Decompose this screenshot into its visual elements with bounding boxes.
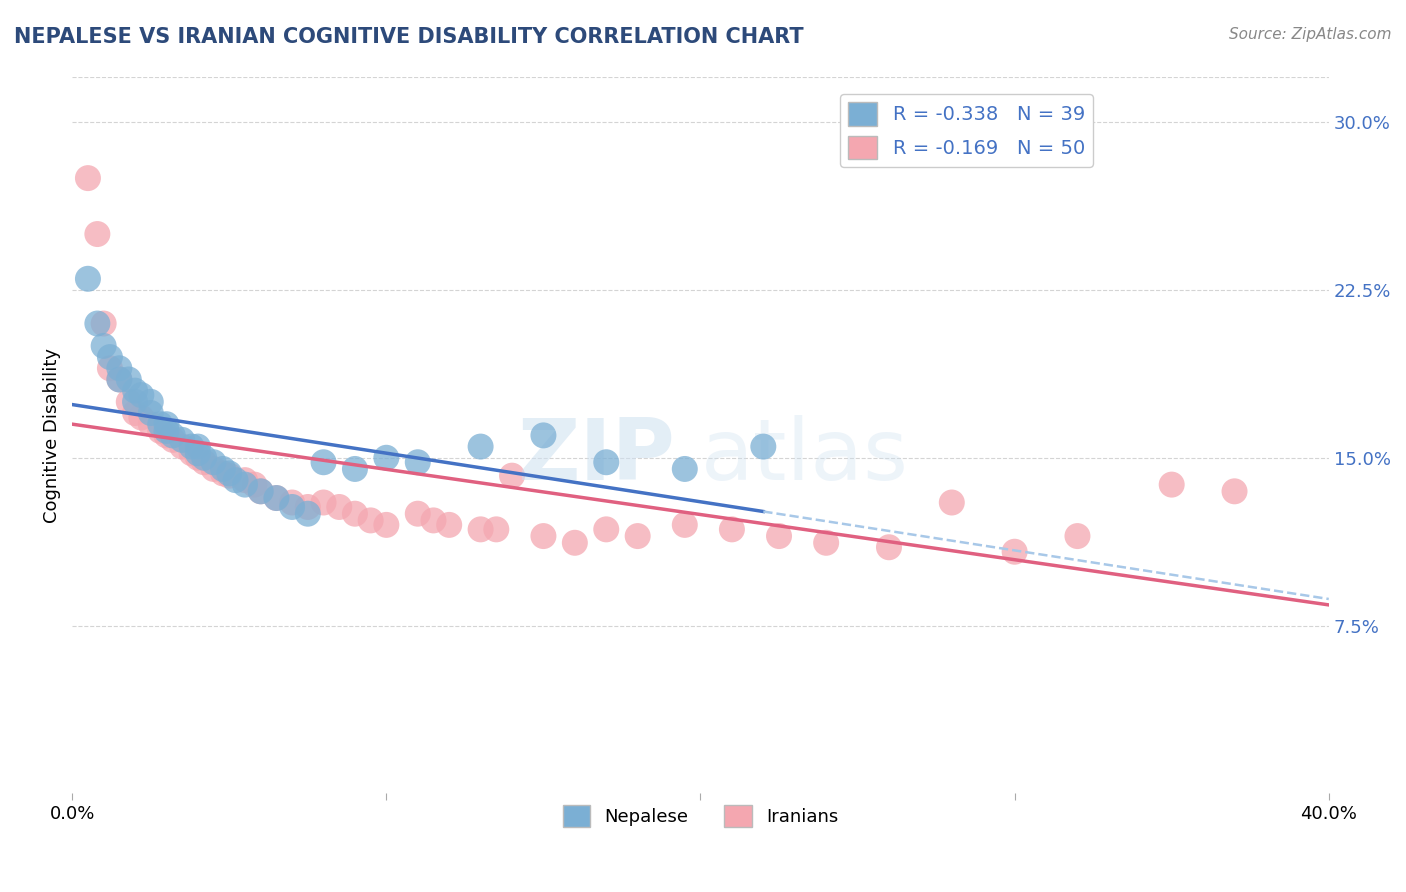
Point <box>212 462 235 476</box>
Point <box>218 468 240 483</box>
Point <box>249 484 271 499</box>
Point <box>470 440 492 454</box>
Point <box>485 522 508 536</box>
Point <box>202 455 225 469</box>
Text: ZIP: ZIP <box>517 416 675 499</box>
Point <box>98 361 121 376</box>
Point <box>108 361 131 376</box>
Point <box>533 428 555 442</box>
Point <box>77 171 100 186</box>
Point <box>533 529 555 543</box>
Point <box>1004 545 1026 559</box>
Point <box>187 440 209 454</box>
Point <box>673 517 696 532</box>
Point <box>118 372 141 386</box>
Point <box>77 272 100 286</box>
Point <box>108 372 131 386</box>
Point <box>139 406 162 420</box>
Point <box>193 450 215 465</box>
Text: NEPALESE VS IRANIAN COGNITIVE DISABILITY CORRELATION CHART: NEPALESE VS IRANIAN COGNITIVE DISABILITY… <box>14 27 804 46</box>
Point <box>139 394 162 409</box>
Point <box>752 440 775 454</box>
Point <box>149 424 172 438</box>
Point <box>501 468 523 483</box>
Point <box>312 455 335 469</box>
Point <box>86 317 108 331</box>
Point <box>815 535 838 549</box>
Point <box>1223 484 1246 499</box>
Point <box>1066 529 1088 543</box>
Point <box>297 507 319 521</box>
Point <box>328 500 350 514</box>
Point <box>243 477 266 491</box>
Point <box>124 384 146 398</box>
Point <box>422 513 444 527</box>
Point <box>673 462 696 476</box>
Point <box>155 424 177 438</box>
Point <box>281 495 304 509</box>
Point <box>406 507 429 521</box>
Point <box>131 410 153 425</box>
Point <box>202 462 225 476</box>
Point <box>212 467 235 481</box>
Point <box>564 535 586 549</box>
Point <box>233 477 256 491</box>
Point <box>86 227 108 241</box>
Point <box>233 473 256 487</box>
Point <box>595 455 617 469</box>
Point <box>941 495 963 509</box>
Point <box>187 446 209 460</box>
Point <box>155 417 177 432</box>
Point <box>297 500 319 514</box>
Point <box>93 339 115 353</box>
Point <box>437 517 460 532</box>
Point <box>124 394 146 409</box>
Point <box>627 529 650 543</box>
Point <box>375 517 398 532</box>
Point <box>124 406 146 420</box>
Point <box>131 388 153 402</box>
Point <box>281 500 304 514</box>
Point <box>312 495 335 509</box>
Point <box>218 467 240 481</box>
Point <box>108 372 131 386</box>
Point <box>180 440 202 454</box>
Point <box>225 473 247 487</box>
Point <box>139 417 162 432</box>
Y-axis label: Cognitive Disability: Cognitive Disability <box>44 348 60 523</box>
Point <box>406 455 429 469</box>
Point <box>172 440 194 454</box>
Legend: Nepalese, Iranians: Nepalese, Iranians <box>555 798 845 834</box>
Point <box>180 446 202 460</box>
Point <box>343 462 366 476</box>
Point <box>193 455 215 469</box>
Point <box>98 350 121 364</box>
Point <box>162 433 184 447</box>
Point <box>172 433 194 447</box>
Point <box>266 491 288 505</box>
Point <box>249 484 271 499</box>
Point <box>93 317 115 331</box>
Point <box>266 491 288 505</box>
Point <box>375 450 398 465</box>
Point <box>721 522 744 536</box>
Point <box>595 522 617 536</box>
Point <box>360 513 382 527</box>
Point <box>1160 477 1182 491</box>
Point <box>162 428 184 442</box>
Point <box>343 507 366 521</box>
Text: Source: ZipAtlas.com: Source: ZipAtlas.com <box>1229 27 1392 42</box>
Point <box>149 417 172 432</box>
Point <box>118 394 141 409</box>
Point <box>877 541 900 555</box>
Point <box>768 529 790 543</box>
Point <box>155 428 177 442</box>
Text: atlas: atlas <box>700 416 908 499</box>
Point <box>187 450 209 465</box>
Point <box>470 522 492 536</box>
